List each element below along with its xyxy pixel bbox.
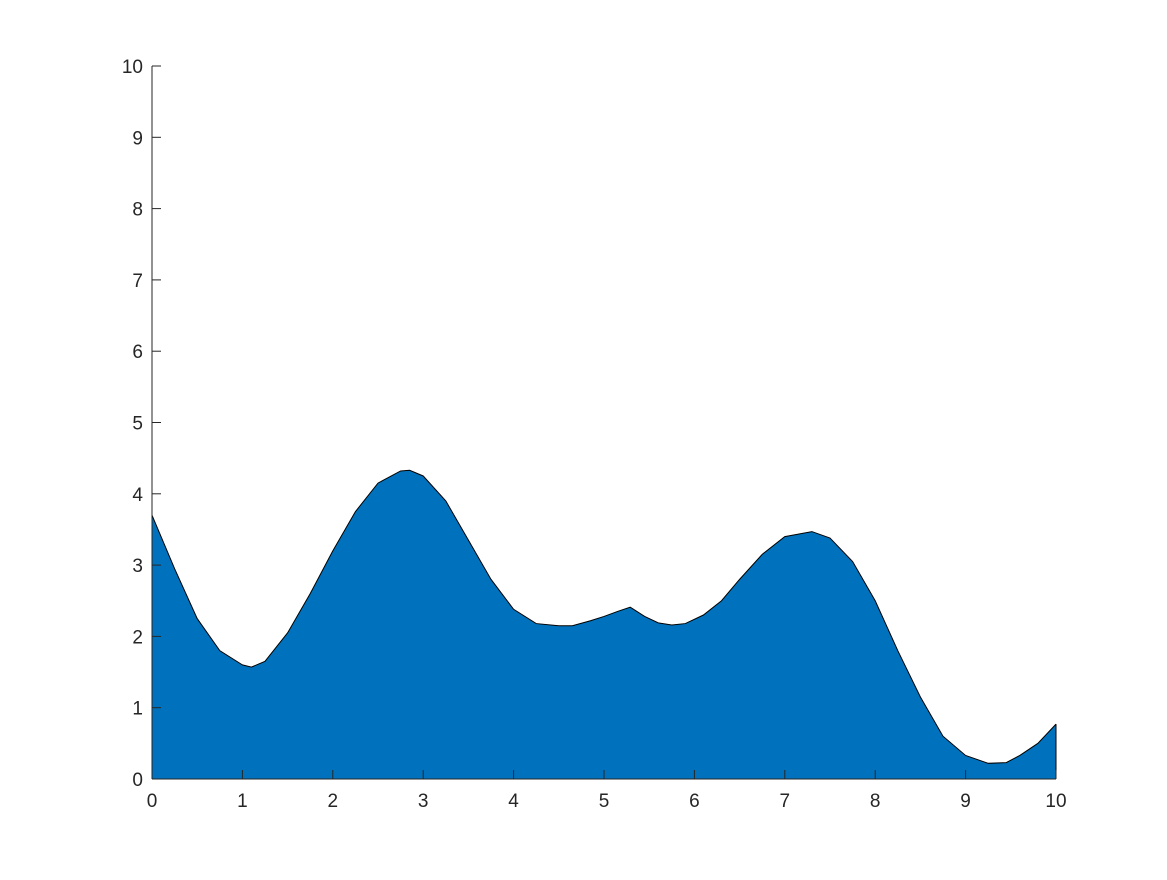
y-tick-label: 1 [132, 699, 143, 720]
x-tick-label: 9 [960, 791, 971, 812]
x-axis-ticks: 0 1 2 3 4 5 6 7 8 9 10 [147, 770, 1067, 812]
x-tick-label: 4 [508, 791, 519, 812]
y-tick-label: 8 [132, 200, 143, 221]
y-tick-label: 2 [132, 627, 143, 648]
y-tick-label: 0 [132, 770, 143, 791]
x-tick-label: 7 [780, 791, 791, 812]
area-outline-series-0 [151, 469, 1057, 764]
y-tick-label: 6 [132, 342, 143, 363]
x-tick-label: 5 [599, 791, 610, 812]
x-tick-label: 6 [689, 791, 700, 812]
y-tick-label: 10 [122, 57, 143, 78]
y-axis-ticks: 0 1 2 3 4 5 6 7 8 9 10 [122, 57, 161, 791]
area-fill-series-0 [152, 470, 1056, 779]
y-tick-label: 5 [132, 414, 143, 435]
x-tick-label: 0 [147, 791, 158, 812]
y-tick-label: 3 [132, 556, 143, 577]
y-tick-label: 4 [132, 485, 143, 506]
y-tick-label: 9 [132, 128, 143, 149]
area-layer [151, 469, 1057, 779]
x-tick-label: 1 [237, 791, 248, 812]
x-tick-label: 3 [418, 791, 429, 812]
y-tick-label: 7 [132, 271, 143, 292]
x-tick-label: 8 [870, 791, 881, 812]
x-tick-label: 2 [328, 791, 339, 812]
x-tick-label: 10 [1045, 791, 1066, 812]
